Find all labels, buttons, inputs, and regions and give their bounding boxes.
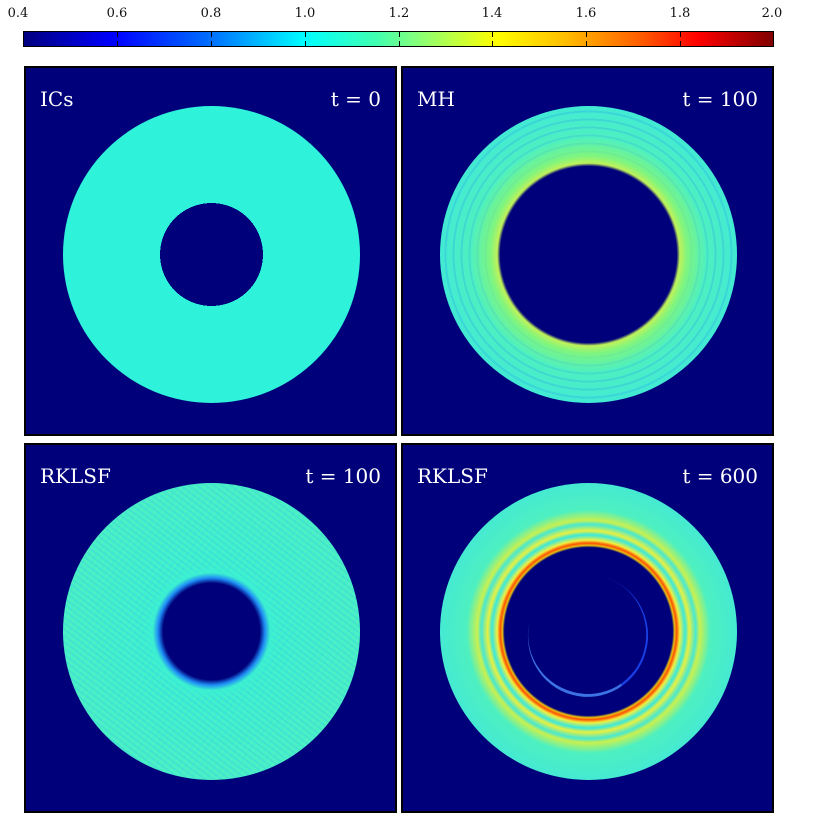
colorbar-tick-mark (492, 41, 493, 46)
panel-rklsf-t600: RKLSF t = 600 (401, 443, 774, 813)
density-annulus (440, 106, 737, 403)
colorbar-tick-mark (399, 32, 400, 37)
density-annulus (63, 106, 360, 403)
colorbar-tick: 1.4 (481, 6, 503, 21)
panel-time: t = 100 (305, 464, 381, 488)
panel-time: t = 0 (330, 87, 381, 111)
panel-time: t = 600 (682, 464, 758, 488)
colorbar-tick-mark (586, 41, 587, 46)
colorbar-tick-mark (305, 41, 306, 46)
ring-structure (440, 106, 737, 403)
colorbar-tick-mark (117, 32, 118, 37)
colorbar-tick-mark (492, 32, 493, 37)
colorbar-tick: 0.4 (7, 6, 29, 21)
colorbar-tick: 0.8 (200, 6, 222, 21)
panel-ics: ICs t = 0 (24, 66, 397, 436)
colorbar-tick-mark (211, 32, 212, 37)
colorbar-tick: 2.0 (761, 6, 783, 21)
colorbar-tick: 1.6 (575, 6, 597, 21)
panel-time: t = 100 (682, 87, 758, 111)
density-annulus (63, 483, 360, 780)
panel-label: MH (417, 87, 455, 111)
colorbar-tick: 1.2 (388, 6, 410, 21)
panel-label: RKLSF (417, 464, 488, 488)
colorbar-tick-mark (680, 32, 681, 37)
colorbar (23, 31, 774, 47)
panel-mh: MH t = 100 (401, 66, 774, 436)
colorbar-tick: 0.6 (106, 6, 128, 21)
colorbar-tick-mark (586, 32, 587, 37)
colorbar-tick-mark (117, 41, 118, 46)
colorbar-tick: 1.8 (669, 6, 691, 21)
noise-texture (63, 483, 360, 780)
colorbar-tick-mark (211, 41, 212, 46)
colorbar-tick: 1.0 (294, 6, 316, 21)
density-annulus (440, 483, 737, 780)
panel-rklsf-t100: RKLSF t = 100 (24, 443, 397, 813)
colorbar-tick-mark (680, 41, 681, 46)
colorbar-tick-labels: 0.4 0.6 0.8 1.0 1.2 1.4 1.6 1.8 2.0 (0, 6, 823, 24)
colorbar-tick-mark (305, 32, 306, 37)
colorbar-tick-mark (399, 41, 400, 46)
panel-label: RKLSF (40, 464, 111, 488)
panel-label: ICs (40, 87, 74, 111)
